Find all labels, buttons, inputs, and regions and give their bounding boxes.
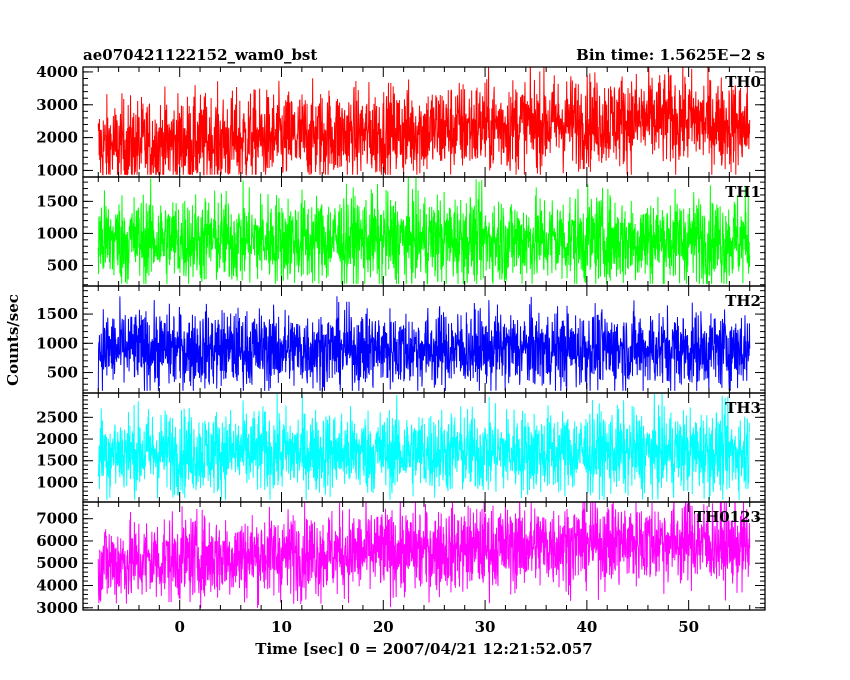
panel-th2: 500 1000 1500 TH2 <box>36 285 766 394</box>
panel-th1: 500 1000 1500 TH1 <box>36 176 766 287</box>
x-tick-label: 0 <box>174 618 184 636</box>
panel-th0123: 3000 4000 5000 6000 7000 TH0123 <box>36 501 766 617</box>
y-axis-label: Counts/sec <box>4 294 22 386</box>
series-th0-line <box>97 67 751 176</box>
y-tick-label: 6000 <box>36 532 78 550</box>
y-tick-label: 4000 <box>36 63 78 81</box>
y-tick-label: 500 <box>47 256 78 274</box>
y-tick-label: 2000 <box>36 129 78 147</box>
series-th0123-line <box>97 502 751 608</box>
y-tick-label: 1000 <box>36 473 78 491</box>
y-tick-label: 1500 <box>36 305 78 323</box>
y-tick-label: 1500 <box>36 452 78 470</box>
y-tick-label: 2000 <box>36 430 78 448</box>
y-tick-label: 4000 <box>36 577 78 595</box>
x-tick-label: 40 <box>576 618 597 636</box>
panel-th0: 1000 2000 3000 4000 TH0 <box>36 63 766 179</box>
y-tick-label: 1000 <box>36 334 78 352</box>
panel-label-th3: TH3 <box>725 399 761 417</box>
panels-group: 1000200030004000TH050010001500TH15001000… <box>36 63 766 636</box>
series-th3-line <box>97 393 751 500</box>
panel-label-th0: TH0 <box>725 73 761 91</box>
chart-title: ae070421122152_wam0_bst <box>83 46 317 64</box>
y-tick-label: 3000 <box>36 599 78 617</box>
panel-label-th0123: TH0123 <box>694 508 761 526</box>
series-th2-line <box>97 296 751 391</box>
y-tick-label: 1000 <box>36 161 78 179</box>
panel-label-th2: TH2 <box>725 292 761 310</box>
x-tick-label: 20 <box>373 618 394 636</box>
y-tick-label: 3000 <box>36 96 78 114</box>
panel-label-th1: TH1 <box>725 183 761 201</box>
series-th1-line <box>97 177 751 285</box>
y-tick-label: 5000 <box>36 554 78 572</box>
x-tick-label: 30 <box>475 618 496 636</box>
y-tick-label: 1500 <box>36 192 78 210</box>
y-tick-label: 1000 <box>36 224 78 242</box>
y-tick-label: 500 <box>47 364 78 382</box>
panel-th3: 1000 1500 2000 2500 TH3 <box>36 392 766 503</box>
x-tick-label: 50 <box>678 618 699 636</box>
y-tick-label: 2500 <box>36 408 78 426</box>
x-tick-label: 10 <box>271 618 292 636</box>
bin-time-label: Bin time: 1.5625E−2 s <box>576 46 765 64</box>
y-tick-label: 7000 <box>36 510 78 528</box>
x-axis-label: Time [sec] 0 = 2007/04/21 12:21:52.057 <box>255 640 592 658</box>
